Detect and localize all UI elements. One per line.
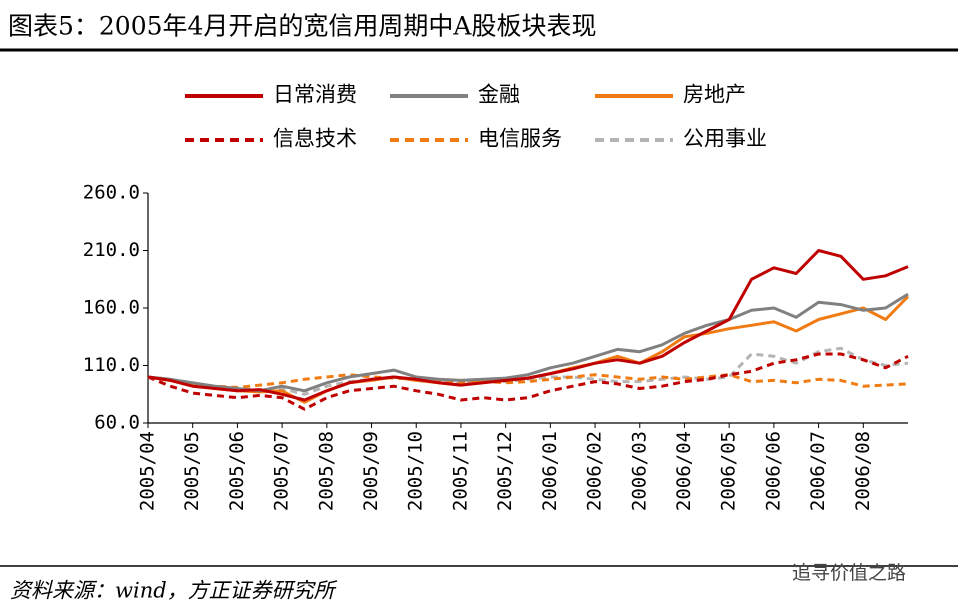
legend-label: 电信服务 bbox=[478, 127, 562, 151]
source: 资料来源：wind，方正证券研究所 bbox=[10, 579, 338, 603]
legend-label: 金融 bbox=[478, 83, 520, 107]
x-tick-label: 2006/01 bbox=[539, 431, 561, 511]
x-tick-label: 2005/05 bbox=[181, 431, 203, 511]
x-tick-label: 2005/07 bbox=[271, 431, 293, 511]
legend-label: 信息技术 bbox=[273, 127, 357, 151]
x-tick-label: 2006/03 bbox=[628, 431, 650, 511]
x-tick-label: 2006/02 bbox=[584, 431, 606, 511]
legend-label: 公用事业 bbox=[683, 127, 767, 151]
x-tick-label: 2005/11 bbox=[449, 431, 471, 511]
x-tick-label: 2005/04 bbox=[137, 431, 159, 511]
y-tick-label: 260.0 bbox=[83, 182, 140, 204]
series-line bbox=[147, 352, 909, 411]
series-line bbox=[147, 292, 909, 393]
x-tick-label: 2006/04 bbox=[673, 431, 695, 511]
x-tick-label: 2006/05 bbox=[718, 431, 740, 511]
series-line bbox=[147, 295, 910, 404]
legend-label: 日常消费 bbox=[273, 83, 357, 107]
legend-label: 房地产 bbox=[683, 83, 746, 107]
series-line bbox=[147, 249, 909, 402]
series-line bbox=[147, 346, 909, 396]
x-tick-label: 2005/12 bbox=[494, 431, 516, 511]
x-tick-label: 2005/06 bbox=[226, 431, 248, 511]
x-tick-label: 2006/06 bbox=[762, 431, 784, 511]
chart-title: 图表5：2005年4月开启的宽信用周期中A股板块表现 bbox=[8, 12, 597, 41]
y-tick-label: 60.0 bbox=[94, 412, 140, 434]
x-tick-label: 2006/07 bbox=[807, 431, 829, 511]
x-tick-label: 2005/10 bbox=[405, 431, 427, 511]
x-tick-label: 2005/08 bbox=[315, 431, 337, 511]
y-tick-label: 210.0 bbox=[83, 239, 140, 261]
watermark: 追寻价值之路 bbox=[792, 562, 906, 584]
y-tick-label: 160.0 bbox=[83, 297, 140, 319]
y-tick-label: 110.0 bbox=[83, 354, 140, 376]
x-tick-label: 2006/08 bbox=[852, 431, 874, 511]
series-line bbox=[147, 373, 909, 389]
x-tick-label: 2005/09 bbox=[360, 431, 382, 511]
